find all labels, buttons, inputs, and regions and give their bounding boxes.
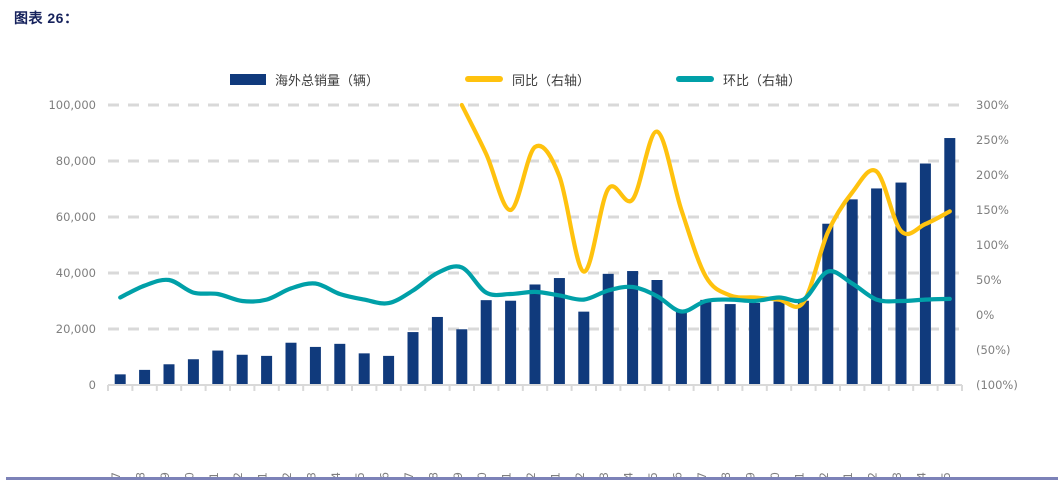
bar-2023-04 bbox=[334, 343, 346, 385]
bar-2023-12 bbox=[529, 284, 541, 385]
bar-2025-03 bbox=[895, 182, 907, 385]
right-axis-tick-7: 250% bbox=[976, 133, 1009, 147]
legend-label-mom: 环比（右轴） bbox=[723, 73, 802, 89]
footer-divider bbox=[6, 477, 1058, 480]
right-axis-tick-1: (50%) bbox=[976, 343, 1011, 357]
bar-2022-10 bbox=[187, 359, 199, 385]
bar-2024-07 bbox=[700, 299, 712, 385]
legend-item-mom[interactable]: 环比（右轴） bbox=[676, 70, 801, 89]
right-axis-tick-3: 50% bbox=[976, 273, 1002, 287]
left-axis-tick-5: 100,000 bbox=[48, 98, 96, 112]
bar-2024-02 bbox=[578, 311, 590, 385]
left-axis-tick-4: 80,000 bbox=[56, 154, 96, 168]
left-axis-tick-1: 20,000 bbox=[56, 322, 96, 336]
bar-2025-01 bbox=[846, 199, 858, 385]
bar-2023-09 bbox=[456, 329, 468, 385]
bar-2023-06 bbox=[383, 355, 395, 385]
bar-2022-09 bbox=[163, 364, 175, 385]
legend-swatch-bar-icon bbox=[230, 73, 266, 85]
x-axis-labels: 2022-072022-082022-092022-102022-112022-… bbox=[0, 388, 1064, 501]
bar-2025-04 bbox=[919, 163, 931, 385]
legend-label-yoy: 同比（右轴） bbox=[512, 73, 591, 89]
bar-2022-12 bbox=[236, 354, 248, 385]
bar-2024-10 bbox=[773, 301, 785, 385]
bar-2024-08 bbox=[724, 304, 736, 385]
bar-2024-03 bbox=[602, 273, 614, 385]
right-axis-tick-0: (100%) bbox=[976, 378, 1018, 392]
bar-2024-12 bbox=[822, 223, 834, 385]
bar-series-total-sales bbox=[114, 138, 956, 385]
x-axis-tickmarks bbox=[107, 385, 963, 391]
bar-2025-02 bbox=[871, 188, 883, 385]
bar-2024-09 bbox=[749, 302, 761, 385]
legend-label-total-sales: 海外总销量（辆） bbox=[275, 73, 380, 89]
bar-2023-07 bbox=[407, 332, 419, 385]
bar-2024-01 bbox=[553, 278, 565, 385]
bar-2023-11 bbox=[505, 300, 517, 385]
chart-plot-area: 0 20,000 40,000 60,000 80,000 100,000 (100%)(… bbox=[0, 96, 1064, 396]
right-axis-tick-5: 150% bbox=[976, 203, 1009, 217]
left-axis-tick-0: 0 bbox=[89, 378, 96, 392]
left-axis-tick-3: 60,000 bbox=[56, 210, 96, 224]
right-axis-tick-labels: (100%) (50%) 0% 50% 100% 150% 200% 250% 300% bbox=[976, 98, 1018, 392]
bar-2023-02 bbox=[285, 342, 297, 385]
legend-swatch-line-mom-icon bbox=[676, 76, 715, 82]
line-series-mom bbox=[118, 264, 952, 314]
bar-2023-05 bbox=[358, 353, 370, 385]
bar-2023-03 bbox=[309, 346, 321, 385]
bar-2023-10 bbox=[480, 300, 492, 385]
bar-2024-04 bbox=[627, 271, 639, 385]
bar-2023-01 bbox=[261, 355, 273, 385]
bar-2022-11 bbox=[212, 350, 224, 385]
bar-2024-06 bbox=[675, 310, 687, 385]
right-axis-tick-4: 100% bbox=[976, 238, 1009, 252]
right-axis-tick-6: 200% bbox=[976, 168, 1009, 182]
legend-swatch-line-yoy-icon bbox=[465, 76, 504, 82]
x-axis-labels-svg: 2022-072022-082022-092022-102022-112022-… bbox=[109, 472, 953, 501]
bar-2022-08 bbox=[139, 369, 151, 385]
chart-legend: 海外总销量（辆） 同比（右轴） 环比（右轴） bbox=[230, 66, 840, 92]
legend-item-yoy[interactable]: 同比（右轴） bbox=[465, 70, 590, 89]
right-axis-tick-2: 0% bbox=[976, 308, 994, 322]
legend-item-total-sales[interactable]: 海外总销量（辆） bbox=[230, 70, 379, 89]
bar-2025-05 bbox=[944, 138, 956, 385]
bar-2022-07 bbox=[114, 374, 126, 385]
bar-2024-11 bbox=[797, 300, 809, 385]
bar-2023-08 bbox=[431, 316, 443, 385]
left-axis-tick-2: 40,000 bbox=[56, 266, 96, 280]
right-axis-tick-8: 300% bbox=[976, 98, 1009, 112]
page-title: 图表 26： bbox=[14, 10, 79, 26]
bar-2024-05 bbox=[651, 280, 663, 385]
line-series-yoy bbox=[459, 102, 952, 309]
left-axis-tick-labels: 0 20,000 40,000 60,000 80,000 100,000 bbox=[48, 98, 96, 392]
